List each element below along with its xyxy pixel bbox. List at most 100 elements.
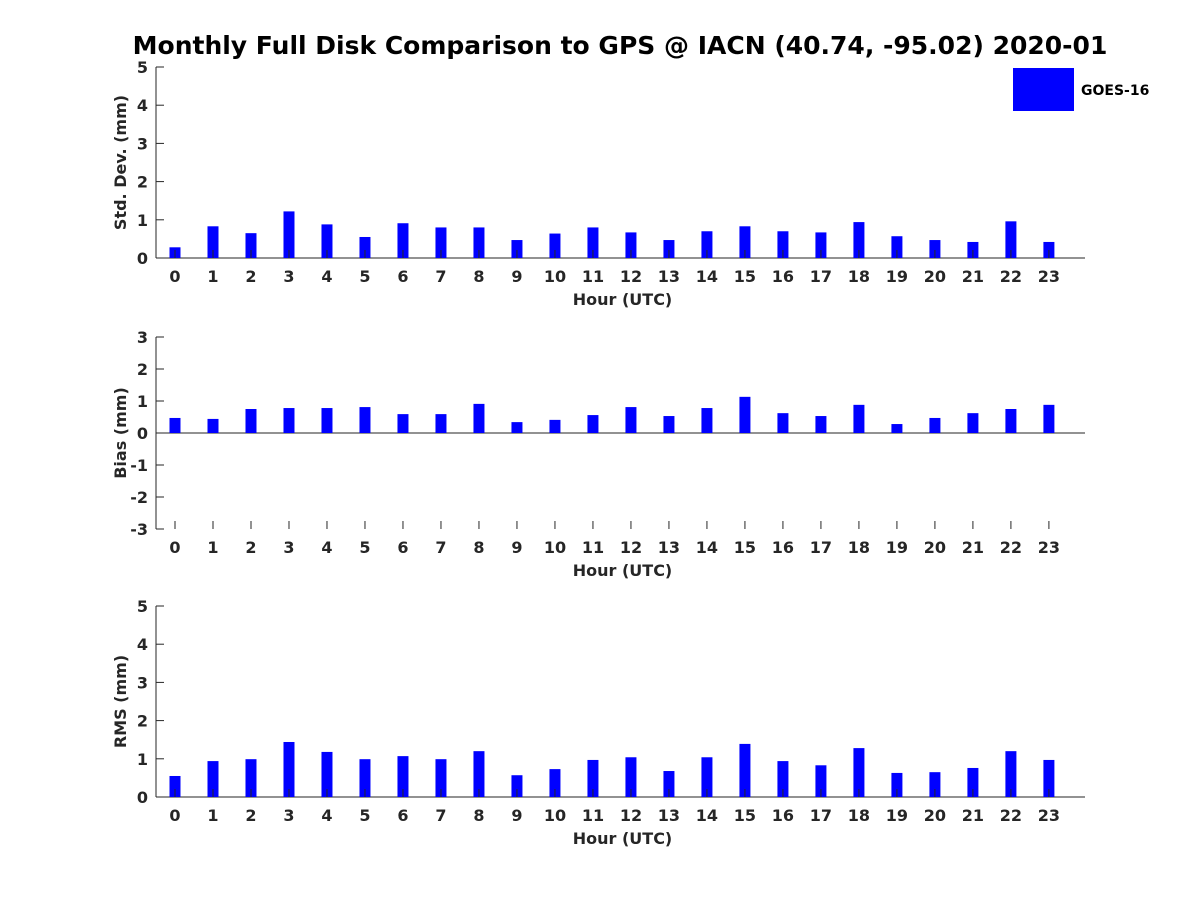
rms-bar-hour-8 bbox=[473, 751, 485, 797]
std-dev-x-tick-label: 15 bbox=[734, 267, 756, 286]
rms-x-tick-label: 23 bbox=[1038, 806, 1060, 825]
rms-bar-hour-4 bbox=[321, 751, 333, 797]
bias-bar-hour-5 bbox=[359, 407, 371, 433]
bias-bar-hour-1 bbox=[207, 418, 219, 433]
bias-x-tick-label: 3 bbox=[283, 538, 294, 557]
bias-x-tick-label: 23 bbox=[1038, 538, 1060, 557]
std-dev-x-tick-label: 5 bbox=[359, 267, 370, 286]
bias-bar-hour-8 bbox=[473, 403, 485, 433]
std-dev-bar-hour-6 bbox=[397, 223, 409, 258]
std-dev-bar-hour-23 bbox=[1043, 241, 1055, 258]
rms-bar-hour-17 bbox=[815, 765, 827, 797]
rms-x-tick-label: 13 bbox=[658, 806, 680, 825]
bias-x-tick-label: 10 bbox=[544, 538, 566, 557]
bias-x-axis-title: Hour (UTC) bbox=[573, 561, 673, 580]
std-dev-bar-hour-18 bbox=[853, 222, 865, 258]
rms-x-tick-label: 7 bbox=[435, 806, 446, 825]
std-dev-bar-hour-4 bbox=[321, 224, 333, 258]
std-dev-bar-hour-11 bbox=[587, 227, 599, 258]
legend-label-goes-16: GOES-16 bbox=[1081, 83, 1149, 99]
std-dev-y-tick-label: 5 bbox=[137, 58, 148, 77]
rms-bar-hour-13 bbox=[663, 771, 675, 797]
bias-y-tick-label: 3 bbox=[137, 328, 148, 347]
std-dev-x-tick-label: 17 bbox=[810, 267, 832, 286]
bias-x-tick-label: 6 bbox=[397, 538, 408, 557]
rms-x-tick-label: 17 bbox=[810, 806, 832, 825]
std-dev-bar-hour-21 bbox=[967, 241, 979, 258]
legend-swatch-goes-16 bbox=[1013, 68, 1074, 111]
rms-x-tick-label: 15 bbox=[734, 806, 756, 825]
std-dev-bar-hour-3 bbox=[283, 211, 295, 258]
bias-x-tick-label: 5 bbox=[359, 538, 370, 557]
rms-y-tick-label: 5 bbox=[137, 597, 148, 616]
rms-bar-hour-9 bbox=[511, 775, 523, 797]
bias-x-tick-label: 15 bbox=[734, 538, 756, 557]
rms-x-axis-title: Hour (UTC) bbox=[573, 829, 673, 848]
rms-x-tick-label: 16 bbox=[772, 806, 794, 825]
bias-bar-hour-16 bbox=[777, 413, 789, 433]
std-dev-x-tick-label: 9 bbox=[511, 267, 522, 286]
std-dev-x-tick-label: 20 bbox=[924, 267, 946, 286]
rms-x-tick-label: 5 bbox=[359, 806, 370, 825]
rms-x-tick-label: 6 bbox=[397, 806, 408, 825]
std-dev-y-tick-label: 3 bbox=[137, 134, 148, 153]
std-dev-bar-hour-17 bbox=[815, 232, 827, 258]
bias-bar-hour-17 bbox=[815, 416, 827, 433]
rms-bar-hour-12 bbox=[625, 757, 637, 797]
rms-x-tick-label: 3 bbox=[283, 806, 294, 825]
std-dev-bar-hour-13 bbox=[663, 240, 675, 258]
bias-x-tick-label: 19 bbox=[886, 538, 908, 557]
std-dev-x-tick-label: 22 bbox=[1000, 267, 1022, 286]
std-dev-bar-hour-10 bbox=[549, 233, 561, 258]
bias-x-tick-label: 0 bbox=[169, 538, 180, 557]
std-dev-bar-hour-9 bbox=[511, 240, 523, 258]
rms-x-tick-label: 12 bbox=[620, 806, 642, 825]
std-dev-bar-hour-2 bbox=[245, 233, 257, 258]
std-dev-bar-hour-15 bbox=[739, 226, 751, 258]
bias-y-tick-label: -1 bbox=[130, 456, 148, 475]
bias-x-tick-label: 1 bbox=[207, 538, 218, 557]
std-dev-bar-hour-22 bbox=[1005, 221, 1017, 258]
std-dev-x-tick-label: 21 bbox=[962, 267, 984, 286]
std-dev-y-axis-title: Std. Dev. (mm) bbox=[111, 95, 130, 230]
bias-bar-hour-22 bbox=[1005, 409, 1017, 433]
bias-bar-hour-3 bbox=[283, 408, 295, 433]
rms-bar-hour-20 bbox=[929, 772, 941, 797]
std-dev-y-tick-label: 1 bbox=[137, 211, 148, 230]
bias-x-tick-label: 14 bbox=[696, 538, 718, 557]
rms-x-tick-label: 21 bbox=[962, 806, 984, 825]
std-dev-bar-hour-1 bbox=[207, 226, 219, 258]
std-dev-x-tick-label: 7 bbox=[435, 267, 446, 286]
rms-x-tick-label: 19 bbox=[886, 806, 908, 825]
rms-x-tick-label: 2 bbox=[245, 806, 256, 825]
bias-x-tick-label: 17 bbox=[810, 538, 832, 557]
bias-y-axis-title: Bias (mm) bbox=[111, 387, 130, 479]
rms-x-tick-label: 14 bbox=[696, 806, 718, 825]
std-dev-x-tick-label: 2 bbox=[245, 267, 256, 286]
std-dev-x-tick-label: 10 bbox=[544, 267, 566, 286]
bias-bar-hour-21 bbox=[967, 413, 979, 433]
figure-title: Monthly Full Disk Comparison to GPS @ IA… bbox=[133, 31, 1108, 60]
std-dev-y-tick-label: 2 bbox=[137, 173, 148, 192]
rms-bar-hour-16 bbox=[777, 761, 789, 797]
rms-bar-hour-22 bbox=[1005, 751, 1017, 797]
std-dev-bar-hour-19 bbox=[891, 236, 903, 258]
rms-x-tick-label: 4 bbox=[321, 806, 332, 825]
bias-bar-hour-6 bbox=[397, 414, 409, 433]
std-dev-bar-hour-14 bbox=[701, 231, 713, 258]
bias-x-tick-label: 12 bbox=[620, 538, 642, 557]
std-dev-bar-hour-8 bbox=[473, 227, 485, 258]
std-dev-bar-hour-7 bbox=[435, 227, 447, 258]
rms-y-axis-title: RMS (mm) bbox=[111, 655, 130, 748]
bias-bar-hour-18 bbox=[853, 404, 865, 433]
bias-bar-hour-15 bbox=[739, 396, 751, 433]
rms-bar-hour-1 bbox=[207, 761, 219, 797]
rms-y-tick-label: 4 bbox=[137, 635, 148, 654]
rms-bar-hour-21 bbox=[967, 767, 979, 797]
std-dev-bar-hour-12 bbox=[625, 232, 637, 258]
bias-x-tick-label: 7 bbox=[435, 538, 446, 557]
bias-y-tick-label: -2 bbox=[130, 488, 148, 507]
bias-x-tick-label: 4 bbox=[321, 538, 332, 557]
